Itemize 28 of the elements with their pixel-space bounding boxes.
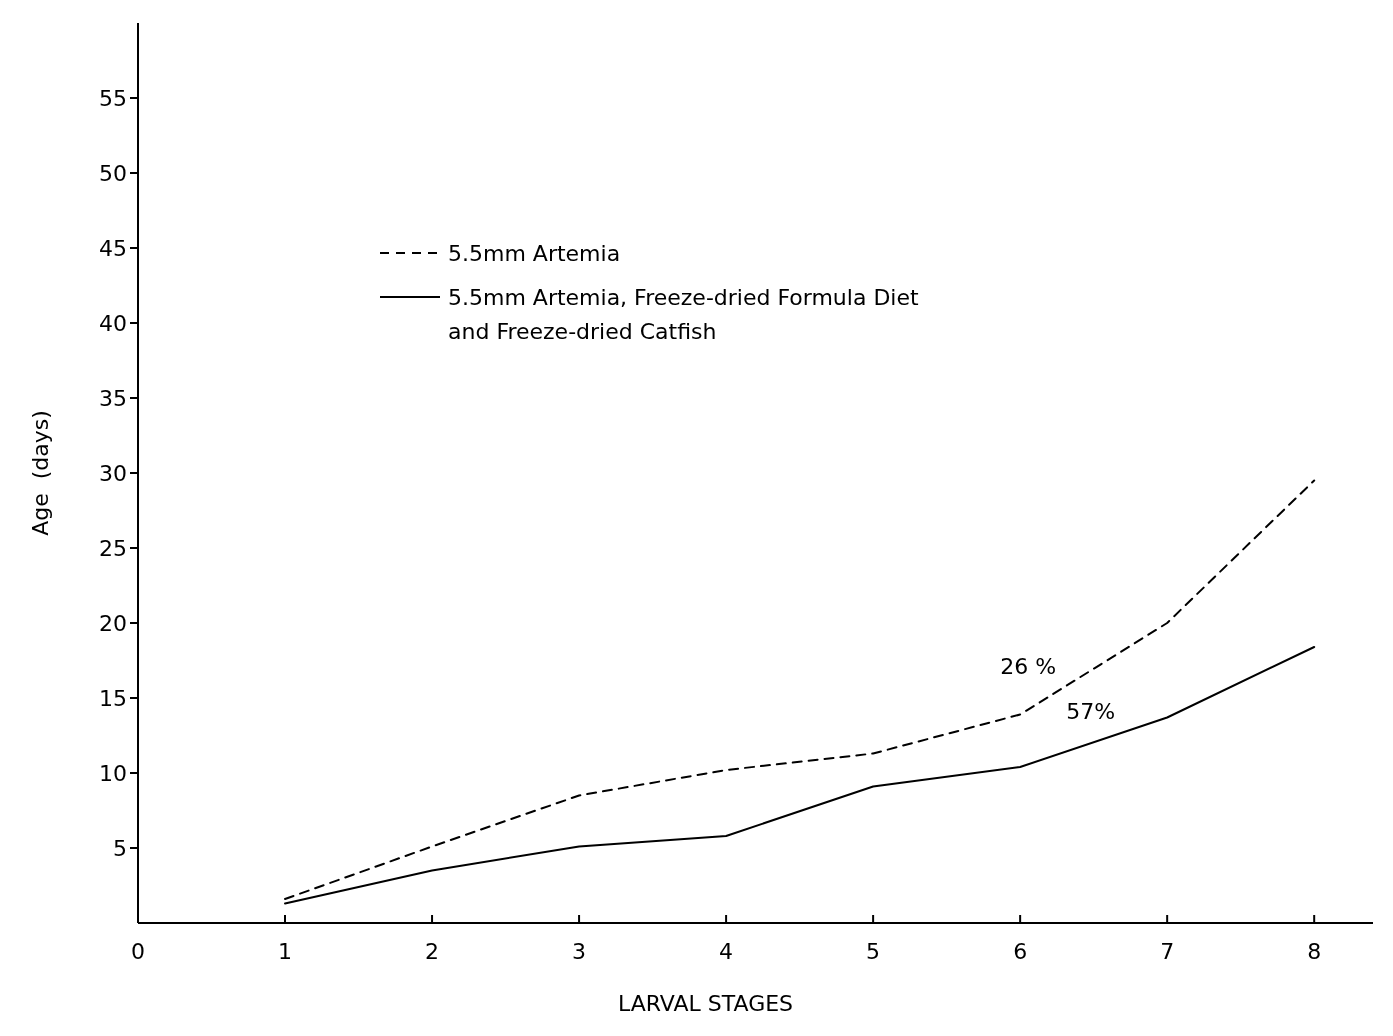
line-series xyxy=(284,646,1316,905)
y-axis-title: Age (days) xyxy=(28,410,53,536)
x-tick-label: 5 xyxy=(866,939,881,964)
y-tick-label: 20 xyxy=(99,610,127,636)
y-tick-label: 5 xyxy=(113,835,127,861)
x-axis-title: LARVAL STAGES xyxy=(617,991,794,1016)
legend-label: 5.5mm Artemia, Freeze-dried Formula Diet and Freeze-dried Catfish xyxy=(448,284,919,344)
x-tick-label: 2 xyxy=(425,939,440,964)
y-tick-label: 40 xyxy=(99,310,127,336)
x-tick-label: 1 xyxy=(278,939,293,964)
y-tick-label: 25 xyxy=(99,535,127,561)
x-tick-label: 7 xyxy=(1160,939,1175,964)
x-tick-label: 8 xyxy=(1307,939,1322,964)
x-tick-label: 0 xyxy=(131,939,145,964)
annotation: 26 % xyxy=(1000,653,1057,679)
x-tick-label: 3 xyxy=(572,939,587,964)
y-tick-label: 30 xyxy=(99,460,127,486)
y-tick-label: 15 xyxy=(99,685,127,711)
y-tick-label: 10 xyxy=(99,760,127,786)
annotation: 57% xyxy=(1066,698,1116,724)
y-tick-label: 55 xyxy=(99,85,127,111)
legend-label: 5.5mm Artemia xyxy=(448,240,621,266)
line-series xyxy=(284,479,1316,900)
y-tick-label: 50 xyxy=(99,160,127,186)
y-tick-label: 45 xyxy=(99,235,127,261)
y-tick-label: 35 xyxy=(99,385,127,411)
x-tick-label: 4 xyxy=(719,939,734,964)
x-tick-label: 6 xyxy=(1013,939,1028,964)
